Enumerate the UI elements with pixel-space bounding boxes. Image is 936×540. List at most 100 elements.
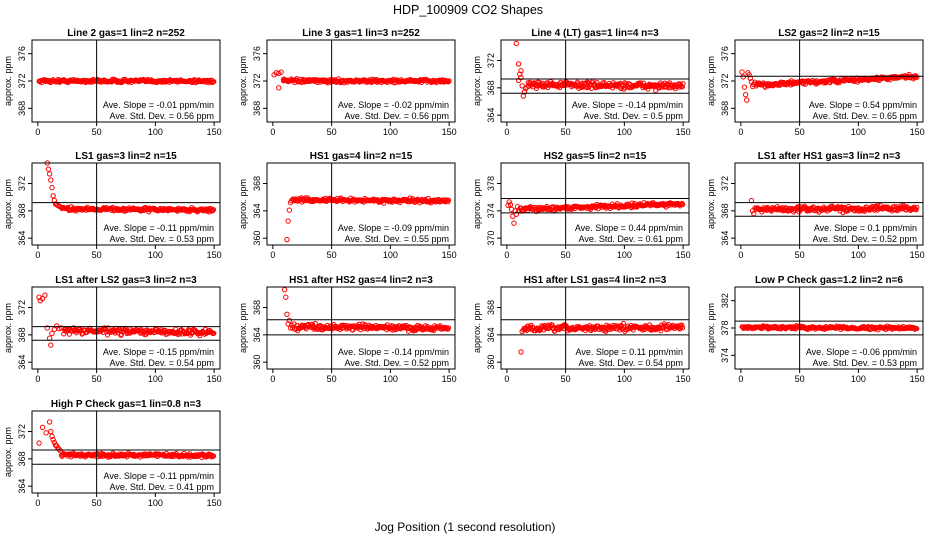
y-axis-label: approx. ppm [706,179,716,229]
plot-frame [500,162,690,246]
x-tick-label: 50 [561,374,571,384]
slope-annotation: Ave. Slope = 0.54 ppm/min [809,100,917,110]
data-point [48,177,54,183]
x-tick-label: 50 [795,127,805,137]
data-point [914,204,920,210]
data-point [519,328,525,335]
std-dev-annotation: Ave. Std. Dev. = 0.56 ppm [110,111,214,121]
x-tick-label: 0 [738,374,743,384]
y-tick-label: 368 [17,203,27,218]
data-point [680,325,686,331]
data-point [601,79,607,85]
data-point [511,220,517,226]
data-series [739,69,920,103]
x-tick-label: 50 [327,250,337,260]
x-tick-label: 50 [561,127,571,137]
std-dev-annotation: Ave. Std. Dev. = 0.54 ppm [110,358,214,368]
y-tick-label: 376 [252,46,262,61]
x-tick-label: 0 [35,127,40,137]
y-tick-label: 368 [17,101,27,116]
data-series [36,292,217,348]
data-point [741,84,748,90]
data-point [36,440,42,446]
x-tick-label: 50 [561,250,571,260]
plot-frame [500,286,690,370]
std-dev-annotation: Ave. Std. Dev. = 0.65 ppm [813,111,917,121]
y-axis-label: approx. ppm [706,303,716,353]
data-point [522,85,529,92]
y-axis-label: approx. ppm [3,56,13,106]
std-dev-annotation: Ave. Std. Dev. = 0.56 ppm [345,111,449,121]
data-point [58,325,65,331]
data-series [513,40,686,99]
x-tick-label: 100 [851,374,866,384]
y-tick-label: 376 [720,46,730,61]
panel-10: HS1 after HS2 gas=4 lin=2 n=3 0 50 100 150 36… [238,275,457,384]
plot-frame [734,162,924,246]
y-tick-label: 368 [486,80,496,95]
x-tick-label: 50 [92,374,102,384]
data-point [583,84,589,90]
data-point [285,218,291,224]
data-point [57,204,63,210]
x-tick-label: 50 [327,374,337,384]
data-point [914,326,920,332]
x-tick-label: 150 [676,250,691,260]
x-tick-label: 50 [795,374,805,384]
slope-annotation: Ave. Slope = -0.14 ppm/min [338,347,449,357]
panel-13: High P Check gas=1 lin=0.8 n=3 0 50 100 150 3… [3,399,222,508]
data-point [46,335,53,341]
y-tick-label: 364 [17,479,27,494]
y-tick-label: 378 [486,176,496,191]
x-tick-label: 0 [35,374,40,384]
data-point [587,323,593,329]
data-point [514,204,521,210]
slope-annotation: Ave. Slope = -0.01 ppm/min [103,100,214,110]
panel-7: HS2 gas=5 lin=2 n=15 0 50 100 150 370 374 378 ap… [472,151,691,260]
y-tick-label: 364 [486,327,496,342]
y-tick-label: 376 [17,46,27,61]
panel-1: Line 2 gas=1 lin=2 n=252 0 50 100 150 368 372 3… [3,28,222,137]
panel-title: Low P Check gas=1.2 lin=2 n=6 [755,275,903,286]
x-tick-label: 100 [617,250,632,260]
panel-12: Low P Check gas=1.2 lin=2 n=6 0 50 100 150 37… [706,275,925,384]
data-point [291,321,297,327]
data-point [752,79,758,86]
data-point [49,330,55,337]
y-tick-label: 372 [486,53,496,68]
plot-frame [500,39,690,123]
y-axis-label: approx. ppm [238,179,248,229]
data-point [48,342,54,348]
x-tick-label: 100 [851,127,866,137]
slope-annotation: Ave. Slope = -0.02 ppm/min [338,100,449,110]
x-tick-label: 100 [148,498,163,508]
data-point [281,287,288,293]
data-point [748,197,755,204]
panel-grid: Line 2 gas=1 lin=2 n=252 0 50 100 150 368 372 3… [3,28,925,508]
slope-annotation: Ave. Slope = 0.1 ppm/min [814,223,917,233]
x-tick-label: 150 [910,250,925,260]
data-point [746,72,752,78]
data-point [310,321,316,327]
data-point [48,428,54,435]
x-tick-label: 150 [207,127,222,137]
data-point [645,86,651,92]
x-tick-label: 150 [442,127,457,137]
plot-frame [31,286,221,370]
x-tick-label: 100 [851,250,866,260]
figure-title: HDP_100909 CO2 Shapes [393,3,543,17]
y-tick-label: 368 [252,176,262,191]
data-point [446,78,452,84]
x-tick-label: 100 [383,250,398,260]
x-tick-label: 100 [148,374,163,384]
y-tick-label: 372 [720,176,730,191]
panel-title: LS2 gas=2 lin=2 n=15 [778,28,880,39]
data-point [286,317,293,324]
std-dev-annotation: Ave. Std. Dev. = 0.5 ppm [584,111,683,121]
x-tick-label: 50 [795,250,805,260]
x-tick-label: 150 [676,127,691,137]
y-tick-label: 374 [720,348,730,363]
data-point [680,202,686,208]
plot-frame [266,162,456,246]
